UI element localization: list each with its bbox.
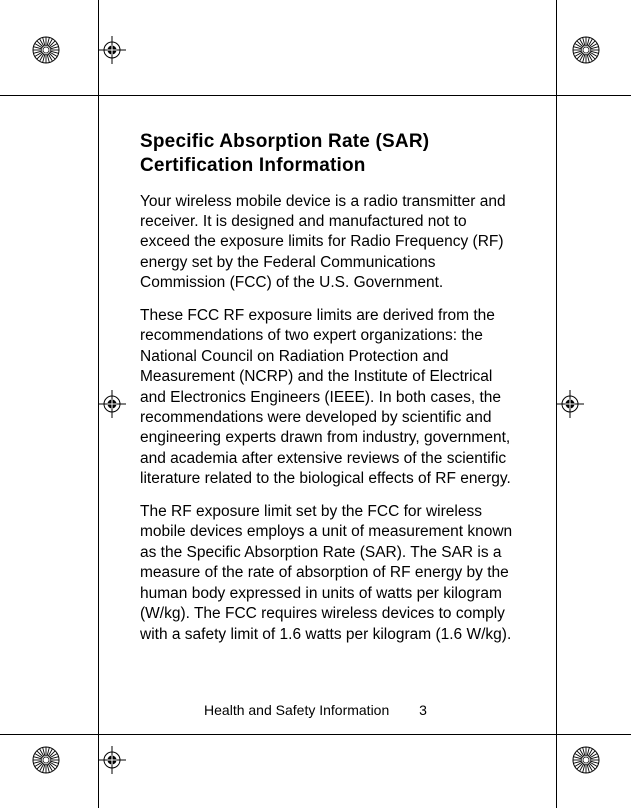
crosshair-mark-icon xyxy=(98,36,126,64)
page-number: 3 xyxy=(419,702,427,718)
page-footer: Health and Safety Information 3 xyxy=(0,702,631,718)
body-paragraph: These FCC RF exposure limits are derived… xyxy=(140,306,520,490)
registration-mark-icon xyxy=(572,746,600,774)
registration-mark-icon xyxy=(32,746,60,774)
registration-mark-icon xyxy=(32,36,60,64)
crop-line-bottom xyxy=(0,734,631,735)
crop-line-top xyxy=(0,95,631,96)
crosshair-mark-icon xyxy=(98,390,126,418)
page-content: Specific Absorption Rate (SAR) Certifica… xyxy=(140,130,520,657)
registration-mark-icon xyxy=(572,36,600,64)
crosshair-mark-icon xyxy=(556,390,584,418)
section-heading: Specific Absorption Rate (SAR) Certifica… xyxy=(140,130,520,178)
body-paragraph: The RF exposure limit set by the FCC for… xyxy=(140,502,520,645)
footer-text: Health and Safety Information xyxy=(204,702,389,718)
crosshair-mark-icon xyxy=(98,746,126,774)
body-paragraph: Your wireless mobile device is a radio t… xyxy=(140,192,520,294)
